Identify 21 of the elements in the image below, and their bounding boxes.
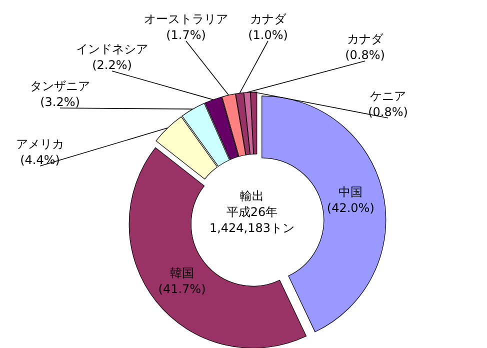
slice-label: アメリカ — [16, 137, 64, 151]
data-label: (2.2%) — [92, 58, 132, 72]
slice-label: 韓国 — [170, 266, 194, 280]
data-label: (1.7%) — [166, 28, 206, 42]
slice-label: インドネシア — [76, 42, 148, 56]
data-label: (3.2%) — [40, 95, 80, 109]
slice-label: 中国 — [338, 184, 363, 199]
data-label: (4.4%) — [20, 153, 60, 167]
data-label: (0.8%) — [368, 105, 408, 119]
data-label: (42.0%) — [326, 200, 374, 215]
text: 平成26年 — [226, 205, 278, 219]
slice-label: カナダ — [347, 32, 384, 46]
data-label: (0.8%) — [345, 48, 385, 62]
data-label: (41.7%) — [158, 282, 206, 296]
text: 輸出 — [240, 189, 264, 203]
slice-label: オーストラリア — [144, 12, 228, 26]
data-label: (1.0%) — [248, 28, 288, 42]
slice-label: カナダ — [250, 12, 287, 26]
slice-label: ケニア — [370, 89, 406, 103]
text: 1,424,183トン — [209, 221, 295, 235]
slice-label: タンザニア — [30, 79, 90, 93]
